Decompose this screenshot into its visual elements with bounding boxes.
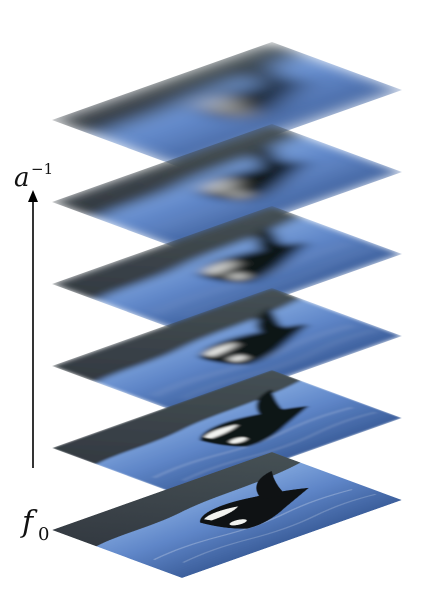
- pyramid-layer-0: [52, 451, 402, 579]
- scale-arrow: [28, 190, 38, 468]
- label-f: f: [20, 505, 38, 540]
- label-a-exponent: −1: [31, 160, 53, 178]
- image-pyramid-layers: [52, 41, 402, 579]
- inverse-scale-label: a −1: [14, 160, 53, 193]
- label-f-subscript: 0: [38, 524, 49, 545]
- base-image-label: f 0: [20, 505, 49, 545]
- label-a: a: [14, 163, 30, 193]
